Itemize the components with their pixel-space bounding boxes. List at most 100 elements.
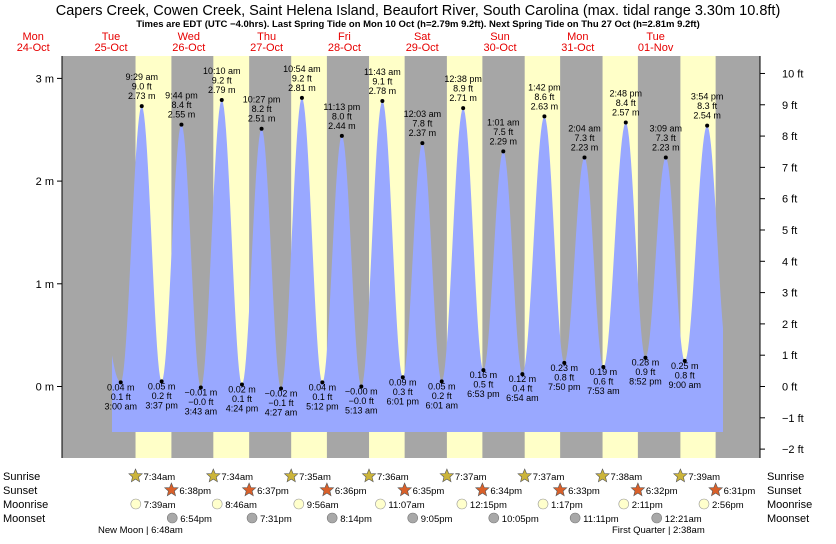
sunset-time: 6:38pm	[179, 486, 211, 497]
moonset-icon	[488, 512, 500, 524]
high-tide-label: 2.54 m	[693, 111, 721, 121]
low-tide-label: −0.00 m	[345, 387, 378, 397]
high-tide-label: 8.4 ft	[171, 100, 192, 110]
high-tide-label: 2.23 m	[652, 142, 680, 152]
high-tide-point	[542, 114, 547, 119]
high-tide-label: 7.3 ft	[574, 133, 595, 143]
high-tide-label: 8.9 ft	[453, 84, 474, 94]
high-tide-point	[420, 141, 425, 146]
high-tide-point	[461, 106, 466, 111]
low-tide-label: 0.1 ft	[232, 394, 253, 404]
right-tick-label: 3 ft	[782, 288, 797, 300]
low-tide-label: 0.12 m	[509, 374, 537, 384]
high-tide-label: 2.79 m	[208, 85, 236, 95]
day-header-name: Mon	[567, 31, 588, 43]
sunset-icon	[474, 482, 490, 497]
moonrise-time: 8:46am	[225, 500, 257, 511]
plot-area	[62, 56, 760, 458]
high-tide-label: 8.3 ft	[697, 101, 718, 111]
moonrise-icon	[211, 498, 223, 510]
moonset-icon	[651, 512, 663, 524]
high-tide-label: 7.3 ft	[656, 133, 677, 143]
high-tide-point	[179, 122, 184, 127]
moonrise-time: 7:39am	[144, 500, 176, 511]
low-tide-label: 0.19 m	[590, 367, 618, 377]
moonrise-icon	[130, 498, 142, 510]
low-tide-point	[682, 358, 687, 363]
high-tide-label: 2.57 m	[612, 108, 640, 118]
low-tide-label: −0.0 ft	[188, 397, 214, 407]
high-tide-label: 2.78 m	[369, 86, 397, 96]
day-header-name: Wed	[178, 31, 200, 43]
sunset-icon	[319, 482, 335, 497]
moonrise-time: 9:56am	[307, 500, 339, 511]
high-tide-point	[219, 97, 224, 102]
sunrise-time: 7:38am	[611, 472, 643, 483]
high-tide-label: 10:27 pm	[243, 95, 281, 105]
sunset-time: 6:32pm	[646, 486, 678, 497]
low-tide-point	[643, 355, 648, 360]
high-tide-label: 11:43 am	[364, 67, 401, 77]
sunset-time: 6:33pm	[568, 486, 600, 497]
moonrise-row-label-left: Moonrise	[3, 499, 48, 511]
day-header-date: 26-Oct	[172, 42, 205, 54]
high-tide-label: 2.23 m	[571, 142, 599, 152]
low-tide-label: 0.05 m	[148, 381, 176, 391]
day-header-name: Tue	[646, 31, 665, 43]
high-tide-label: 2.51 m	[248, 114, 276, 124]
right-tick-label: 8 ft	[782, 131, 797, 143]
high-tide-point	[139, 104, 144, 109]
high-tide-label: 7.8 ft	[412, 119, 433, 129]
low-tide-label: 3:00 am	[104, 401, 137, 411]
low-tide-point	[481, 368, 486, 373]
moonset-time: 9:05pm	[421, 514, 453, 525]
day-header-date: 29-Oct	[406, 42, 439, 54]
sunrise-icon	[283, 468, 299, 483]
low-tide-label: 0.25 m	[671, 361, 699, 371]
moonrise-time: 2:56pm	[712, 500, 744, 511]
day-header-name: Thu	[257, 31, 276, 43]
sunset-row-label-right: Sunset	[767, 485, 801, 497]
moon-phase-new: New Moon | 6:48am	[98, 525, 183, 536]
low-tide-label: 3:37 pm	[145, 400, 178, 410]
high-tide-label: 9:29 am	[125, 72, 158, 82]
moon-phase-first-quarter: First Quarter | 2:38am	[612, 525, 705, 536]
sunset-time: 6:34pm	[490, 486, 522, 497]
high-tide-label: 2.44 m	[328, 121, 356, 131]
low-tide-point	[239, 382, 244, 387]
low-tide-label: 0.23 m	[551, 363, 579, 373]
sunset-icon	[241, 482, 257, 497]
sunset-time: 6:35pm	[413, 486, 445, 497]
high-tide-point	[339, 133, 344, 138]
low-tide-point	[118, 380, 123, 385]
high-tide-label: 2:48 pm	[610, 89, 643, 99]
moonrise-time: 2:11pm	[632, 500, 663, 511]
low-tide-label: −0.02 m	[265, 389, 298, 399]
sunrise-time: 7:36am	[377, 472, 409, 483]
moonset-row-label-left: Moonset	[3, 513, 45, 525]
moonrise-icon	[618, 498, 630, 510]
low-tide-label: 0.04 m	[107, 382, 135, 392]
high-tide-label: 2:04 am	[568, 123, 601, 133]
day-header-date: 27-Oct	[250, 42, 283, 54]
right-tick-label: 7 ft	[782, 162, 797, 174]
low-tide-label: 0.9 ft	[635, 367, 656, 377]
left-tick-label: 3 m	[36, 73, 54, 85]
high-tide-point	[259, 126, 264, 131]
low-tide-point	[400, 375, 405, 380]
high-tide-label: 8.0 ft	[332, 111, 353, 121]
low-tide-point	[359, 384, 364, 389]
high-tide-label: 2.37 m	[409, 128, 437, 138]
sunrise-row-label-right: Sunrise	[767, 471, 804, 483]
high-tide-point	[299, 95, 304, 100]
high-tide-point	[501, 149, 506, 154]
right-tick-label: 6 ft	[782, 194, 797, 206]
high-tide-label: 2.71 m	[449, 93, 477, 103]
high-tide-label: 10:54 am	[283, 64, 321, 74]
day-header-name: Tue	[102, 31, 121, 43]
high-tide-point	[623, 120, 628, 125]
high-tide-point	[705, 123, 710, 128]
low-tide-label: 5:12 pm	[306, 401, 339, 411]
